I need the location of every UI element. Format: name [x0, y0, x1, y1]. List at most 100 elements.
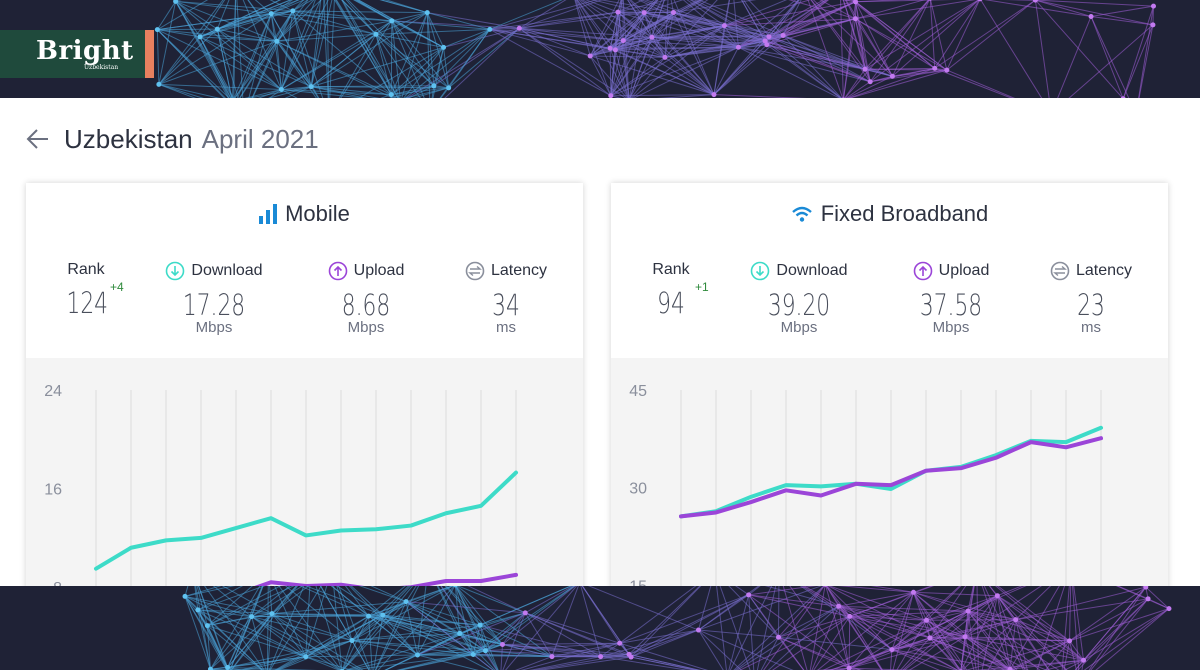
download-icon [751, 261, 770, 281]
network-line [358, 46, 444, 98]
network-node [549, 654, 555, 660]
network-node [477, 622, 483, 628]
network-line [382, 586, 411, 616]
network-line [268, 89, 282, 98]
network-line [443, 47, 450, 88]
network-line [197, 609, 252, 618]
network-line [455, 586, 499, 670]
network-line [610, 0, 663, 96]
network-line [946, 0, 1036, 71]
network-line [855, 0, 953, 3]
network-line [271, 613, 342, 670]
network-line [849, 615, 927, 621]
network-line [217, 0, 292, 30]
network-line [809, 586, 826, 670]
network-node [207, 666, 213, 670]
network-line [417, 612, 526, 656]
network-line [844, 68, 866, 98]
network-line [967, 586, 1027, 612]
network-line [782, 0, 802, 36]
mobile-download-text: Download [191, 262, 263, 279]
network-line [934, 0, 1036, 69]
network-line [505, 586, 578, 670]
network-line [997, 595, 1084, 661]
fixed-download: Download 39.20 Mbps [743, 261, 855, 336]
network-line [899, 637, 931, 670]
network-line [305, 656, 341, 670]
network-line [1057, 16, 1092, 98]
network-line [217, 0, 282, 30]
network-line [184, 595, 273, 615]
network-line [375, 34, 392, 95]
y-tick-label: 30 [629, 481, 647, 498]
network-line [929, 610, 969, 639]
network-line [348, 586, 418, 656]
network-line [1009, 619, 1017, 670]
network-line [960, 586, 975, 670]
fixed-download-value: 39.20 [767, 288, 831, 322]
network-line [609, 47, 715, 96]
network-line [489, 28, 611, 49]
network-line [472, 586, 576, 655]
network-line [967, 610, 1060, 670]
network-line [913, 592, 931, 639]
network-line [338, 586, 371, 670]
network-line [292, 10, 324, 98]
mobile-download-label: Download [158, 261, 270, 281]
network-line [812, 0, 893, 77]
network-line [207, 586, 253, 627]
network-line [355, 0, 393, 22]
network-line [158, 83, 282, 90]
network-line [233, 13, 272, 98]
network-line [390, 47, 444, 95]
network-line [175, 1, 234, 98]
network-line [1090, 16, 1124, 98]
network-line [207, 586, 295, 627]
y-tick-label: 15 [629, 578, 647, 586]
network-line [304, 586, 383, 616]
network-line [724, 0, 788, 27]
network-node [776, 634, 782, 640]
network-node [154, 27, 160, 33]
mobile-title-label: Mobile [285, 201, 350, 226]
network-line [913, 591, 1016, 621]
network-line [351, 640, 474, 655]
network-line [651, 0, 665, 38]
network-line [869, 0, 930, 83]
network-line [713, 0, 799, 95]
page-title-date[interactable]: April 2021 [201, 123, 319, 154]
network-line [292, 0, 305, 12]
network-line [1122, 5, 1154, 98]
network-node [499, 641, 505, 647]
network-line [417, 654, 479, 670]
network-line [217, 10, 293, 30]
network-line [849, 616, 884, 670]
network-line [236, 0, 244, 98]
network-line [575, 0, 629, 98]
network-line [479, 624, 553, 658]
network-line [229, 616, 253, 670]
network-line [756, 586, 777, 670]
network-node [612, 47, 618, 53]
network-node [195, 607, 201, 613]
network-line [281, 89, 298, 98]
network-line [338, 34, 377, 98]
network-line [609, 48, 629, 98]
bright-logo: Bright Uzbekistan [0, 30, 154, 78]
network-line [989, 586, 998, 597]
network-node [453, 586, 458, 588]
network-line [803, 586, 839, 607]
network-line [456, 586, 526, 614]
network-line [964, 586, 975, 637]
network-line [242, 0, 282, 90]
network-line [351, 640, 418, 656]
mobile-chart: 24 16 8 [26, 358, 583, 586]
network-node [303, 654, 309, 660]
network-line [664, 44, 767, 58]
network-node [721, 23, 727, 29]
network-line [426, 12, 445, 48]
network-line [184, 586, 189, 597]
network-line [311, 86, 381, 98]
arrow-left-icon[interactable] [26, 127, 50, 151]
network-line [844, 0, 930, 98]
